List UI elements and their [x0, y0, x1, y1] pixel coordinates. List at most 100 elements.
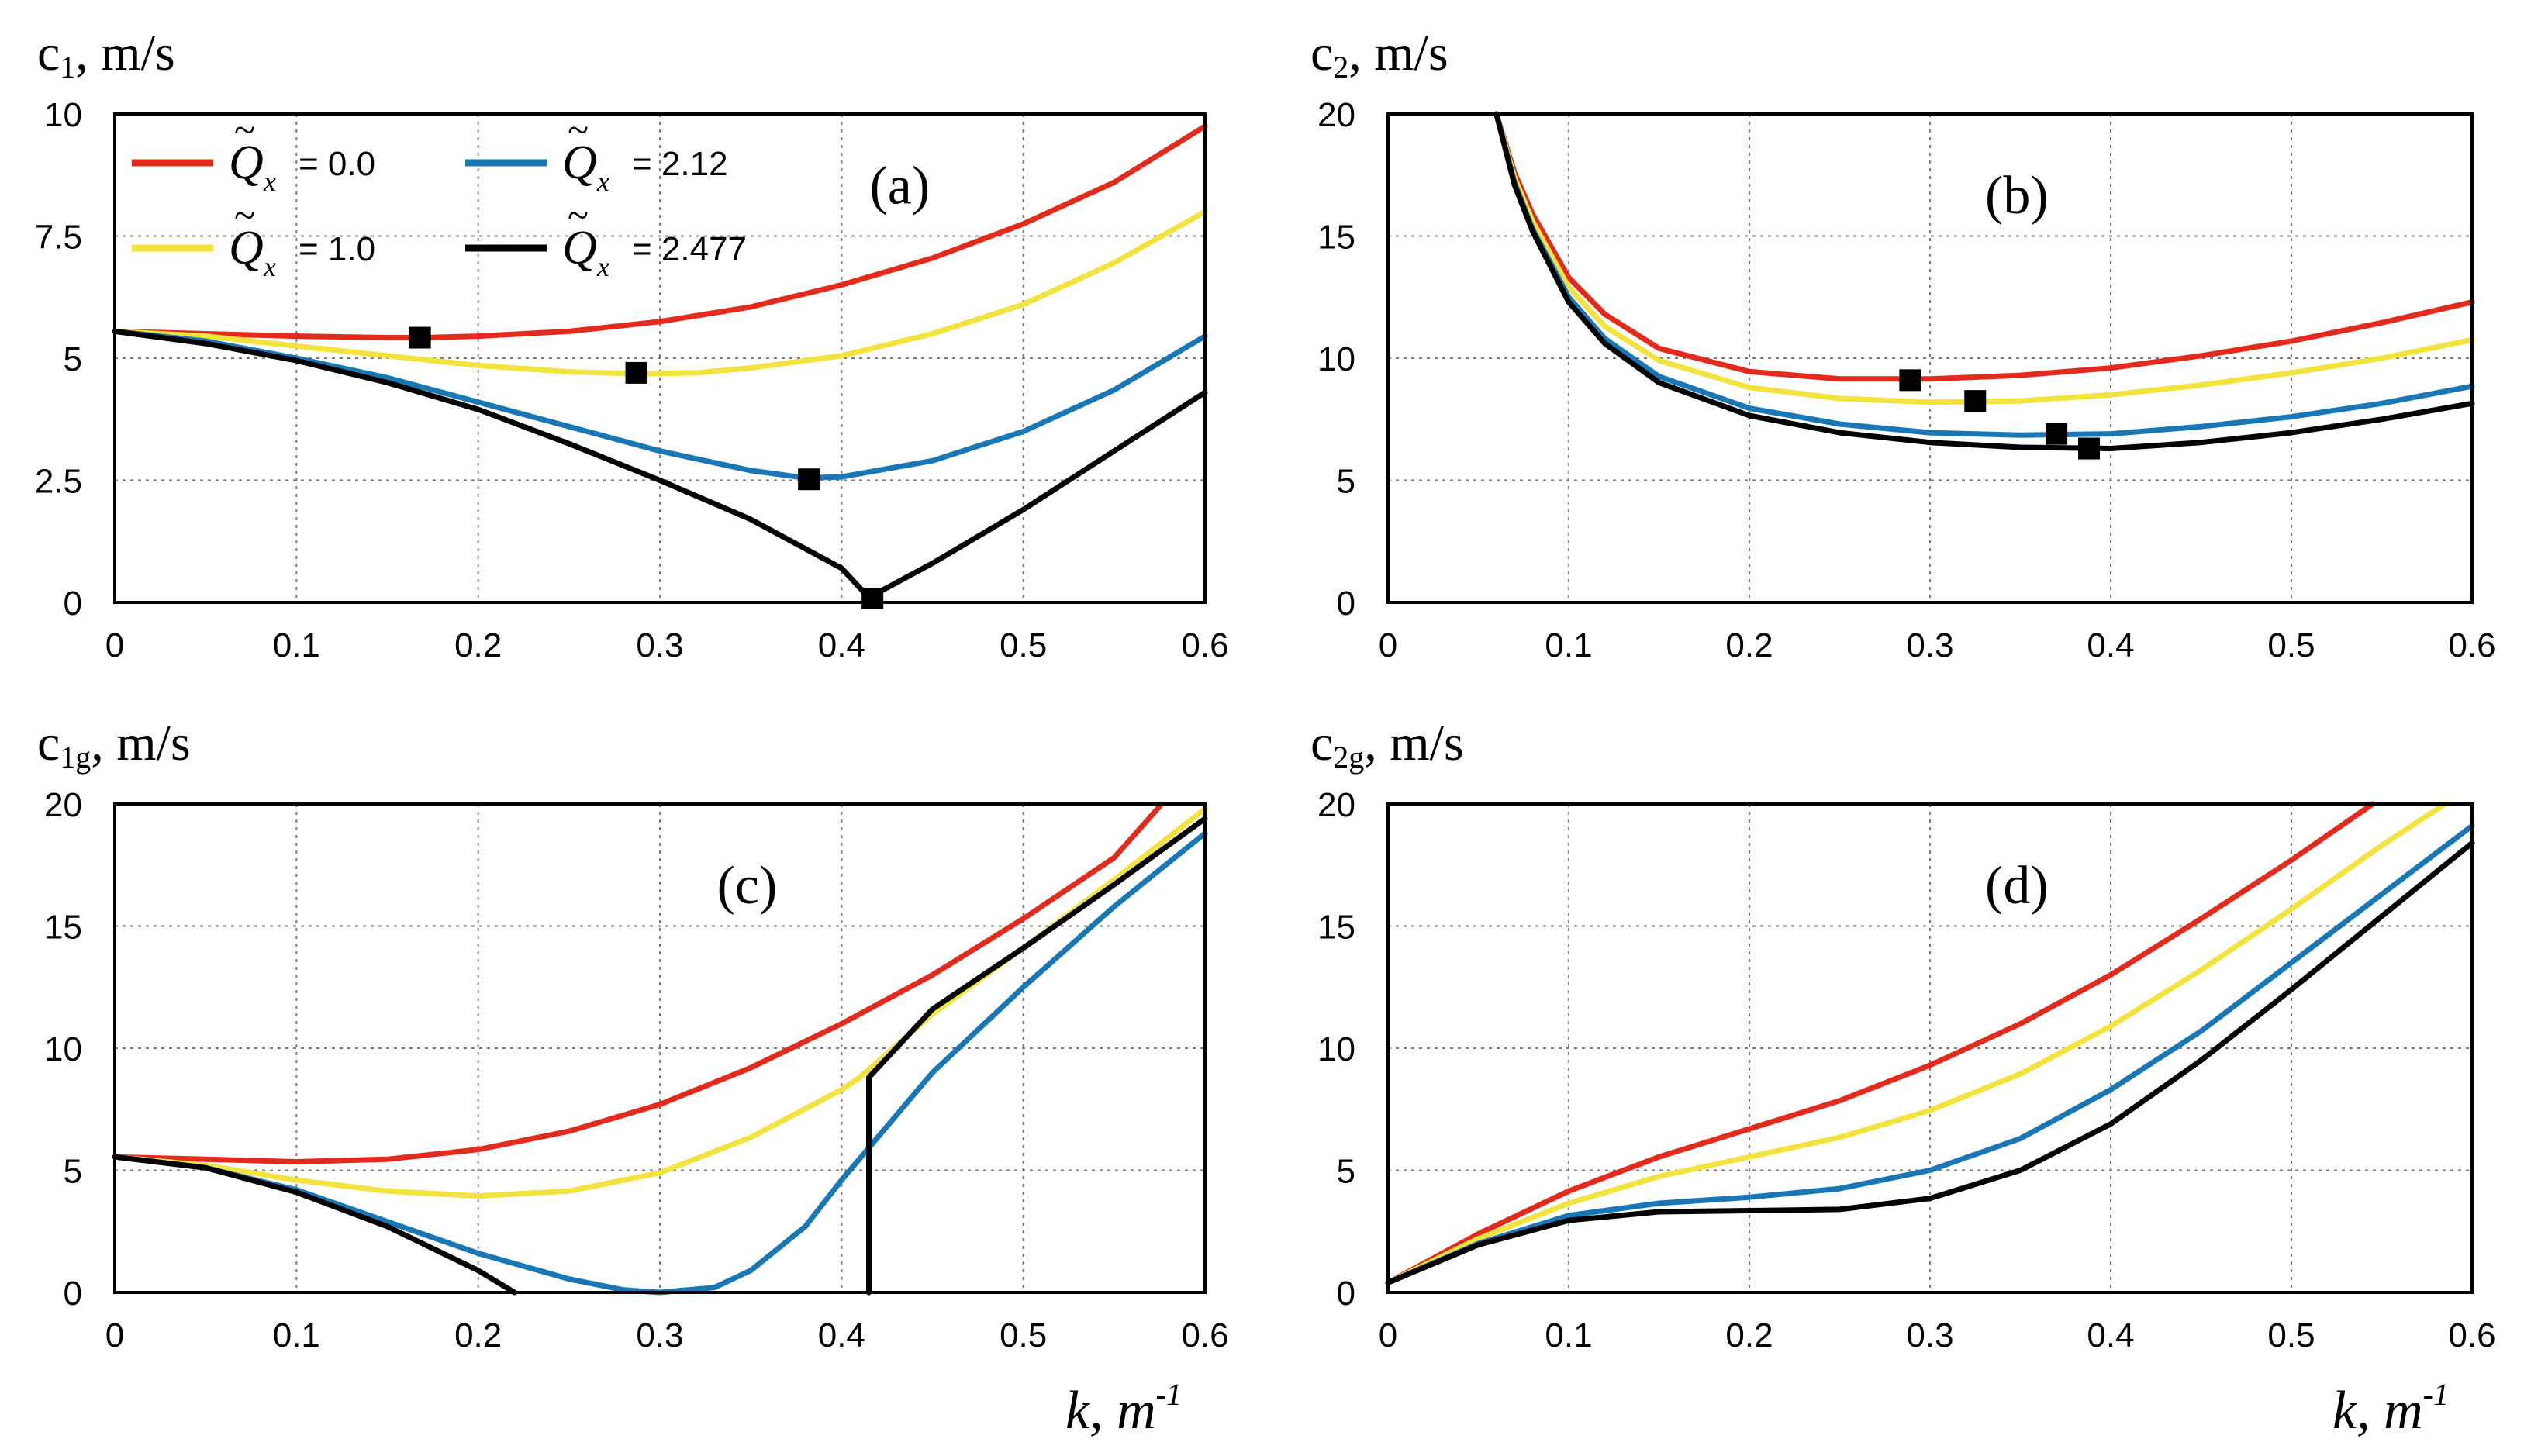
series-line-black: [112, 328, 1208, 601]
y-tick-label: 20: [1317, 96, 1355, 134]
legend-var-sub: x: [263, 251, 276, 282]
y-tick-label: 15: [1317, 909, 1355, 947]
x-tick-label: 0.5: [2267, 1316, 2315, 1354]
y-tick-label: 10: [44, 96, 82, 134]
series-line-red: [1385, 801, 2376, 1285]
legend-label: = 0.0: [299, 145, 375, 183]
x-axis-label: k, m-1: [1065, 1377, 1182, 1440]
plot-frame: [113, 112, 1207, 604]
plot-frame: [1386, 802, 2474, 1294]
series-line-black: [1385, 840, 2475, 1285]
x-axis-label: k, m-1: [2332, 1377, 2449, 1440]
x-tick-label: 0.4: [818, 626, 865, 664]
series-line-red: [112, 123, 1208, 340]
minimum-marker: [625, 361, 647, 384]
x-tick-label: 0.6: [2448, 626, 2495, 664]
y-axis-label: c1g, m/s: [37, 715, 191, 775]
series-line-blue: [1493, 111, 2475, 438]
legend-var: Q: [229, 222, 264, 274]
x-tick-label: 0.6: [1181, 626, 1228, 664]
y-axis-label: c2g, m/s: [1310, 715, 1464, 775]
series-line-yellow: [112, 209, 1208, 377]
legend-var: Q: [562, 222, 597, 274]
x-tick-label: 0: [105, 626, 124, 664]
x-tick-label: 0.1: [1545, 626, 1592, 664]
legend-tilde: ~: [234, 193, 255, 236]
legend-tilde: ~: [234, 108, 255, 151]
x-tick-label: 0: [105, 1316, 124, 1354]
legend-var-sub: x: [263, 166, 276, 197]
minimum-marker: [861, 587, 884, 609]
panel-a: 0 0.1 0.2 0.3 0.4 0.5 0.6 0 2.5 5 7.5 10 (a) c1, m/s: [35, 25, 1229, 664]
minimum-marker: [2078, 437, 2101, 460]
y-axis-label: c2, m/s: [1310, 25, 1448, 85]
x-tick-label: 0.5: [1000, 626, 1047, 664]
x-tick-label: 0.1: [273, 626, 320, 664]
series-line-yellow: [1385, 801, 2448, 1285]
minimum-marker: [1964, 390, 1987, 412]
plot-frame: [1386, 112, 2474, 604]
y-tick-label: 15: [44, 909, 82, 947]
x-tick-label: 0.6: [2448, 1316, 2495, 1354]
panel-label: (d): [1985, 856, 2049, 916]
x-tick-label: 0.1: [1545, 1316, 1592, 1354]
series-line-black: [112, 1154, 517, 1296]
y-tick-label: 10: [44, 1030, 82, 1068]
series-line-blue: [112, 328, 1208, 481]
x-tick-label: 0.6: [1181, 1316, 1228, 1354]
panel-label: (c): [717, 856, 778, 916]
x-tick-label: 0: [1379, 1316, 1397, 1354]
legend-var-sub: x: [596, 251, 609, 282]
y-tick-label: 10: [1317, 340, 1355, 378]
x-tick-label: 0.4: [2087, 1316, 2134, 1354]
y-tick-label: 7.5: [35, 219, 82, 257]
minimum-marker: [409, 326, 431, 349]
y-tick-label: 20: [44, 786, 82, 824]
panel-c: 0 0.1 0.2 0.3 0.4 0.5 0.6 0 5 10 15 20 (c) c1g, m/s k,…: [37, 715, 1229, 1440]
series-line-black: [1493, 111, 2475, 451]
legend-label: = 2.12: [632, 145, 728, 183]
x-tick-label: 0.5: [2267, 626, 2315, 664]
series-line-black: [866, 816, 1208, 1296]
legend-label: = 2.477: [632, 230, 747, 268]
x-tick-label: 0.2: [1725, 626, 1773, 664]
y-tick-label: 20: [1317, 786, 1355, 824]
x-tick-label: 0.1: [273, 1316, 320, 1354]
legend-tilde: ~: [568, 193, 589, 236]
x-tick-label: 0.3: [1906, 1316, 1953, 1354]
y-tick-label: 0: [1337, 585, 1355, 623]
y-tick-label: 5: [64, 340, 82, 378]
legend-tilde: ~: [568, 108, 589, 151]
x-tick-label: 0.2: [454, 626, 502, 664]
panel-label: (b): [1985, 166, 2049, 226]
series-line-red: [112, 803, 1162, 1164]
y-tick-label: 5: [64, 1153, 82, 1191]
minimum-marker: [798, 468, 820, 491]
panel-label: (a): [869, 157, 930, 216]
legend: ~Q x = 0.0~Q x = 1.0~Q x = 2.12~Q x = 2.477: [132, 108, 747, 282]
series-line-blue: [112, 830, 1208, 1296]
x-tick-label: 0.2: [454, 1316, 502, 1354]
plot-frame: [113, 802, 1207, 1294]
panel-b: 0 0.1 0.2 0.3 0.4 0.5 0.6 0 5 10 15 20 (b) c2, m/s: [1310, 25, 2496, 664]
y-tick-label: 0: [64, 585, 82, 623]
x-tick-label: 0.5: [1000, 1316, 1047, 1354]
x-tick-label: 0.3: [1906, 626, 1953, 664]
x-tick-label: 0: [1379, 626, 1397, 664]
legend-var: Q: [562, 136, 597, 189]
x-tick-label: 0.3: [636, 626, 683, 664]
x-tick-label: 0.4: [2087, 626, 2134, 664]
minimum-marker: [1899, 369, 1921, 392]
y-tick-label: 5: [1337, 463, 1355, 501]
legend-var-sub: x: [596, 166, 609, 197]
series-line-blue: [1385, 823, 2475, 1285]
x-tick-label: 0.4: [818, 1316, 865, 1354]
x-tick-label: 0.2: [1725, 1316, 1773, 1354]
x-tick-label: 0.3: [636, 1316, 683, 1354]
panel-d: 0 0.1 0.2 0.3 0.4 0.5 0.6 0 5 10 15 20 (d) c2g, m/s k,…: [1310, 715, 2496, 1440]
y-tick-label: 5: [1337, 1153, 1355, 1191]
series-line-red: [1493, 111, 2475, 382]
legend-label: = 1.0: [299, 230, 375, 268]
y-axis-label: c1, m/s: [37, 25, 175, 85]
